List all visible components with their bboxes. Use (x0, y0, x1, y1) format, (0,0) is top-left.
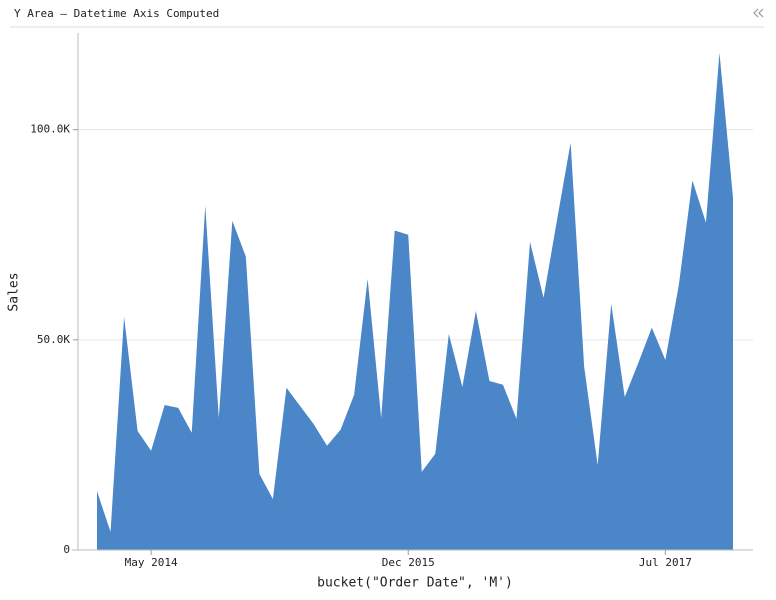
chart-title: Y Area – Datetime Axis Computed (14, 7, 219, 20)
x-tick-label: Jul 2017 (639, 556, 692, 569)
x-tick-label: May 2014 (125, 556, 178, 569)
x-tick-label: Dec 2015 (382, 556, 435, 569)
x-axis-title: bucket("Order Date", 'M') (317, 576, 513, 591)
collapse-button[interactable] (753, 8, 764, 18)
y-axis-title: Sales (7, 272, 22, 311)
collapse-icon[interactable] (753, 8, 764, 18)
y-tick-label: 50.0K (37, 333, 70, 346)
y-tick-label: 100.0K (30, 123, 70, 136)
area (97, 52, 733, 551)
y-tick-label: 0 (63, 543, 70, 556)
